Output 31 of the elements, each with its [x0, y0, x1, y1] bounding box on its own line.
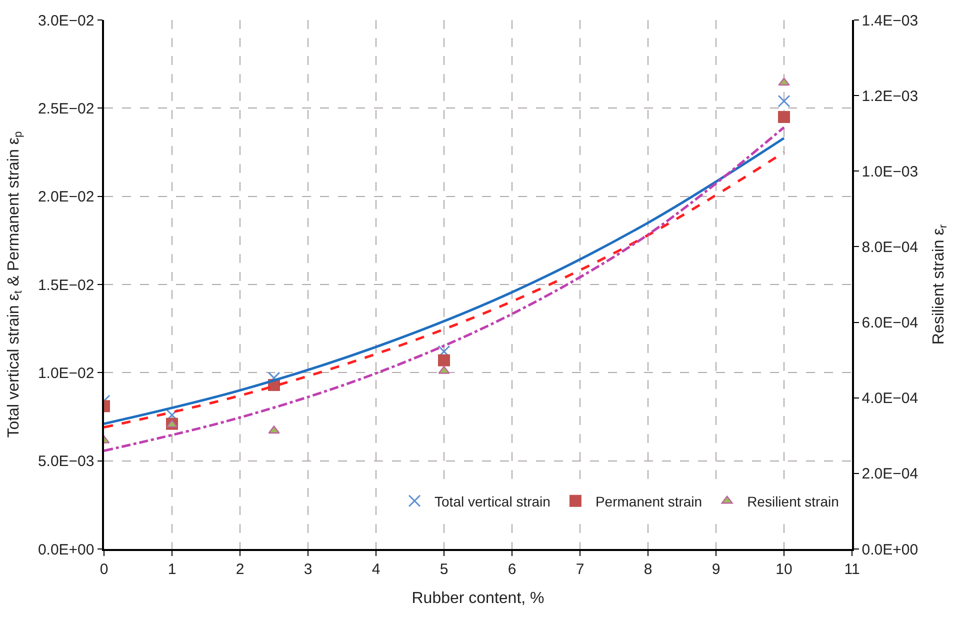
legend-label: Permanent strain	[595, 493, 702, 510]
y-tick-label: 5.0E−03	[38, 453, 94, 470]
y2-tick-label: 1.4E−03	[862, 12, 918, 30]
y2-tick-label: 4.0E−04	[862, 390, 918, 408]
x-tick-label: 6	[508, 560, 516, 578]
x-axis-title: Rubber content, %	[412, 590, 544, 607]
x-tick-label: 7	[576, 560, 584, 578]
y2-tick-label: 1.0E−03	[862, 163, 918, 180]
y-tick-label: 1.5E−02	[38, 276, 94, 294]
legend-label: Resilient strain	[747, 493, 839, 510]
x-tick-label: 0	[100, 560, 108, 578]
x-tick-label: 1	[168, 560, 176, 578]
y2-tick-label: 8.0E−04	[862, 238, 918, 256]
y-tick-label: 1.0E−02	[38, 364, 94, 382]
y-tick-label: 3.0E−02	[38, 12, 94, 30]
y-tick-label: 2.0E−02	[38, 188, 94, 206]
y-tick-label: 2.5E−02	[38, 100, 94, 118]
x-tick-label: 8	[644, 560, 652, 578]
x-tick-label: 2	[236, 560, 244, 578]
legend-label: Total vertical strain	[434, 493, 550, 510]
y2-tick-label: 6.0E−04	[862, 314, 918, 332]
x-tick-label: 11	[844, 560, 860, 578]
y-tick-label: 0.0E+00	[38, 541, 94, 558]
x-tick-label: 5	[440, 560, 448, 578]
y2-tick-label: 0.0E+00	[862, 541, 918, 558]
x-tick-label: 10	[776, 560, 792, 578]
x-tick-label: 3	[304, 560, 312, 578]
y2-tick-label: 2.0E−04	[862, 466, 918, 483]
x-tick-label: 4	[372, 560, 380, 578]
x-tick-label: 9	[712, 560, 720, 578]
y2-tick-label: 1.2E−03	[862, 88, 918, 105]
